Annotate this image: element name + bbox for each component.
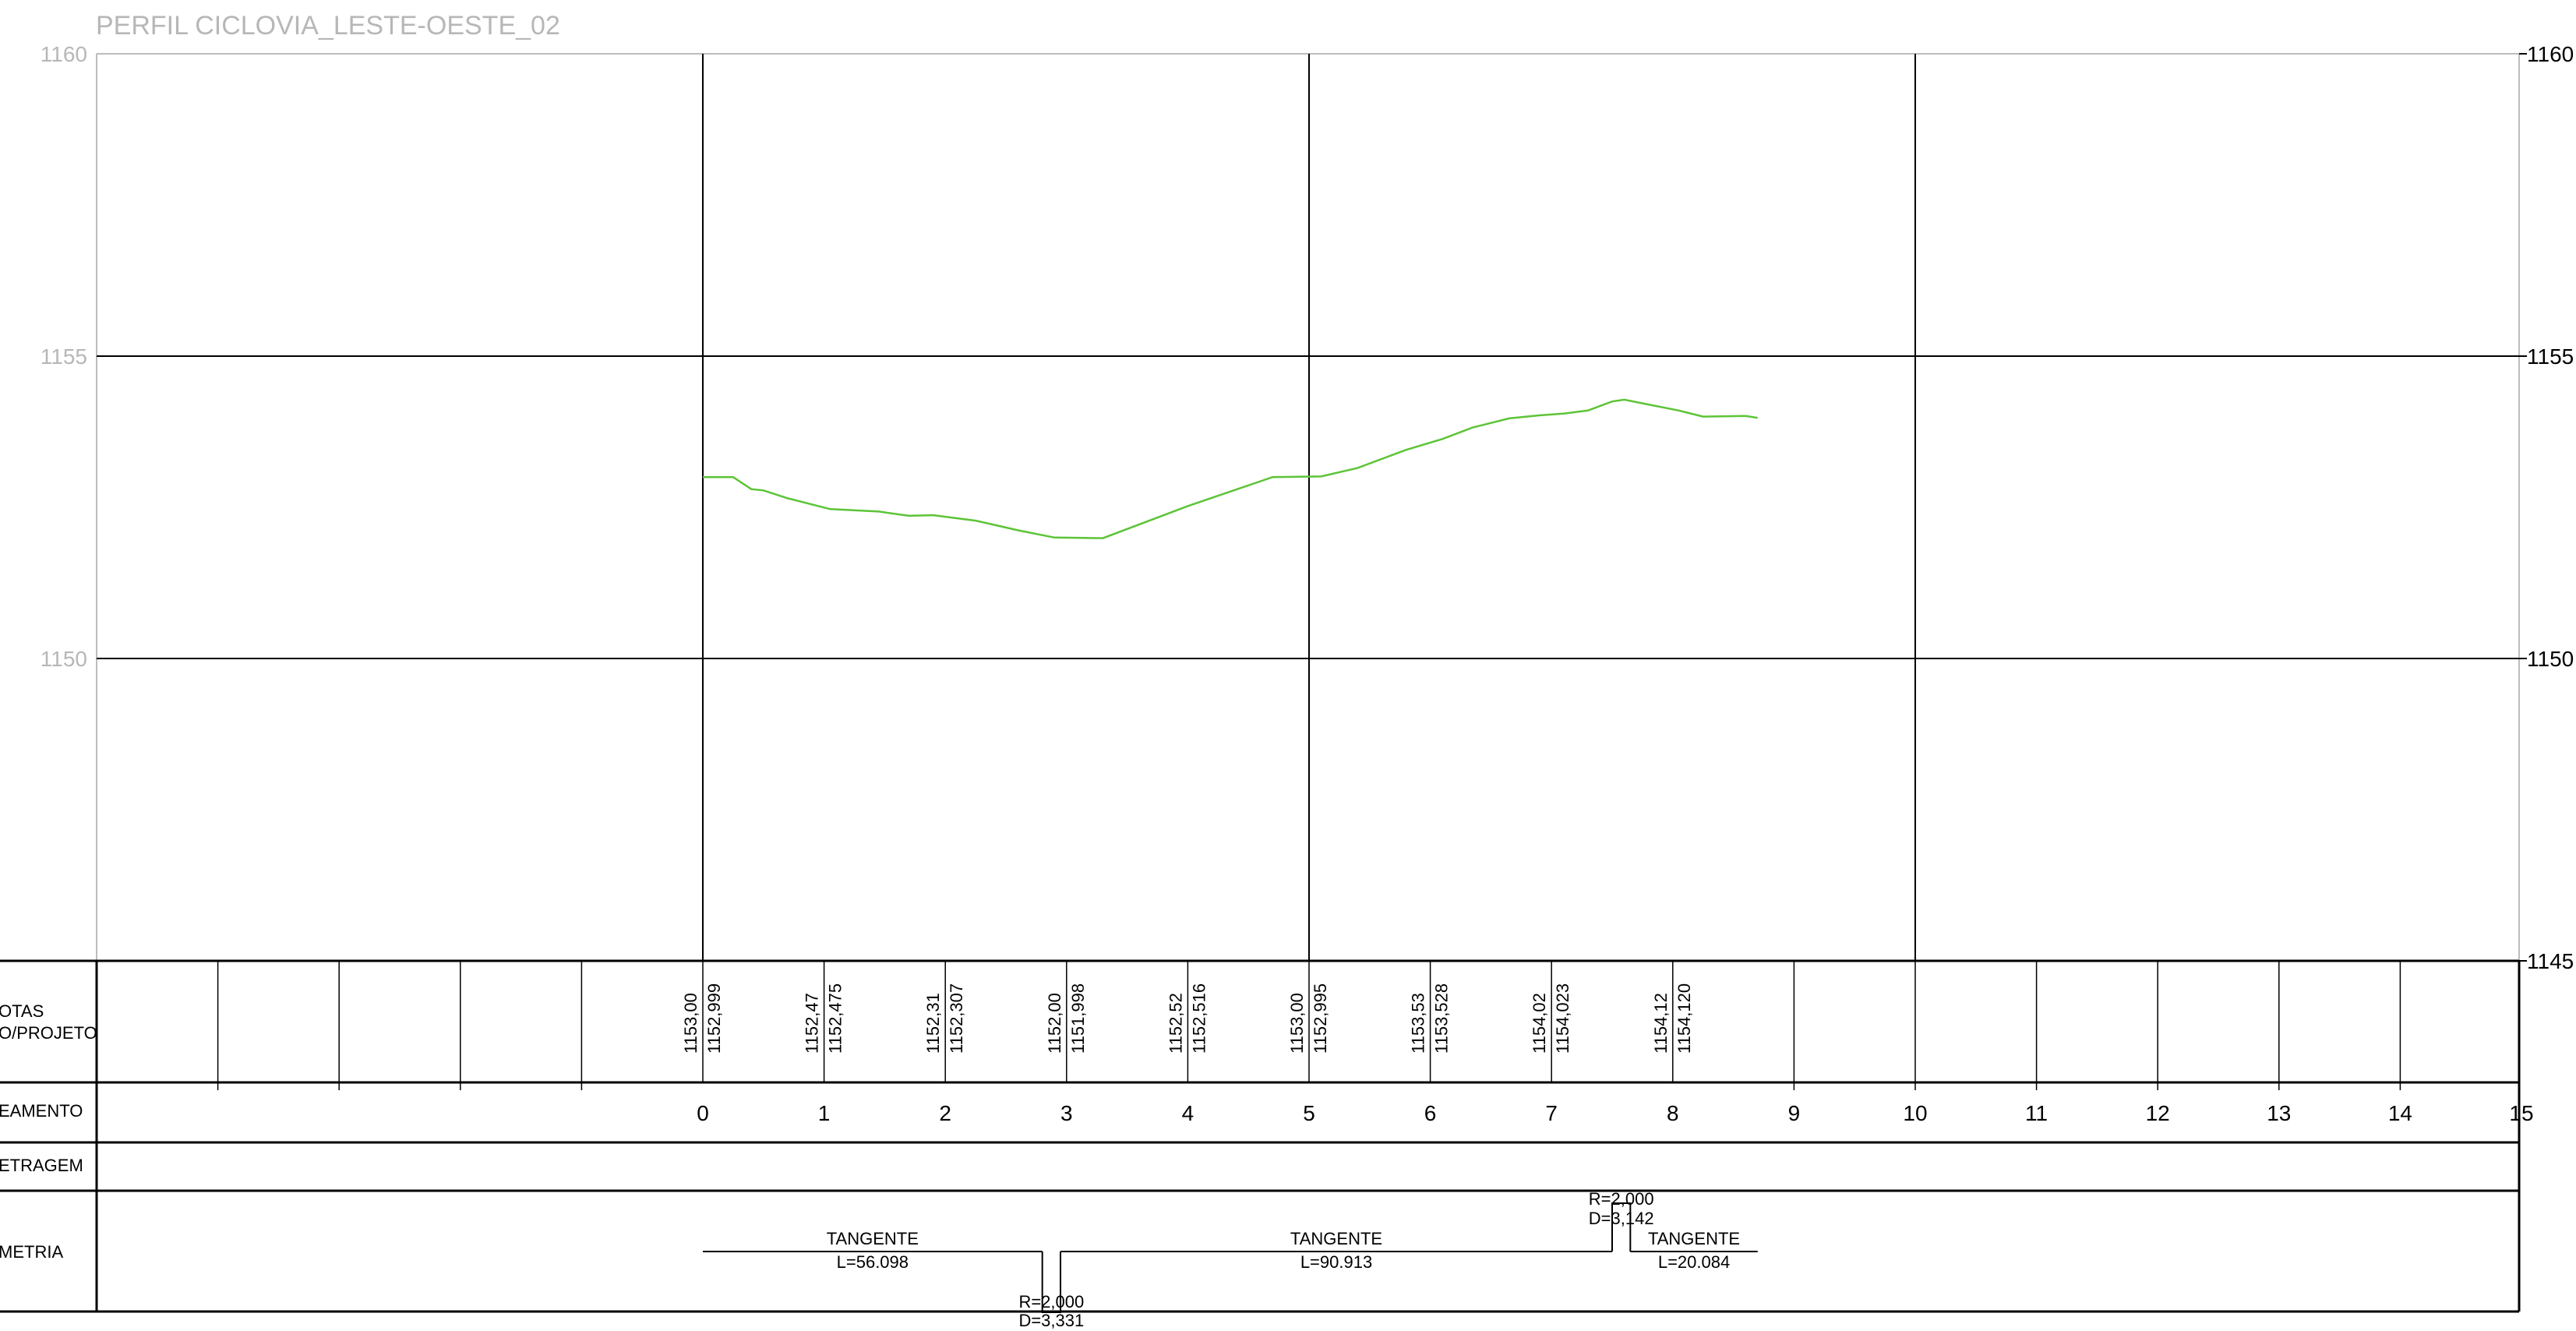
cota-terreno-value: 1152,47 — [803, 993, 822, 1054]
tangent-length: L=20.084 — [1658, 1252, 1730, 1272]
station-label: 9 — [1788, 1101, 1801, 1125]
cotas-row-sublabel: O/PROJETO — [0, 1023, 97, 1043]
cota-projeto-value: 1152,995 — [1311, 983, 1330, 1054]
station-label: 15 — [2509, 1101, 2533, 1125]
profile-line-0 — [703, 398, 1758, 539]
cota-projeto-value: 1152,307 — [947, 983, 966, 1054]
tangent-label: TANGENTE — [1290, 1229, 1382, 1248]
cota-terreno-value: 1154,02 — [1530, 993, 1549, 1054]
right-tick-label: 1150 — [2527, 647, 2574, 671]
station-label: 2 — [939, 1101, 951, 1125]
left-tick-label: 1155 — [41, 344, 87, 369]
station-label: 10 — [1903, 1101, 1927, 1125]
metragem-row-label: ETRAGEM — [0, 1156, 83, 1175]
cota-terreno-value: 1152,00 — [1045, 993, 1064, 1054]
cota-terreno-value: 1152,31 — [923, 993, 943, 1054]
station-row: 0 1 2 3 4 5 6 7 8 9 10 11 12 13 14 15 — [697, 1101, 2533, 1125]
station-label: 11 — [2025, 1101, 2048, 1125]
curve-development: D=3,331 — [1018, 1311, 1084, 1330]
cota-projeto-value: 1152,999 — [704, 983, 724, 1054]
cota-projeto-value: 1151,998 — [1068, 983, 1088, 1054]
drawing-title: PERFIL CICLOVIA_LESTE-OESTE_02 — [96, 11, 560, 41]
station-label: 1 — [818, 1101, 831, 1125]
station-label: 14 — [2388, 1101, 2412, 1125]
profile-series — [703, 398, 1758, 539]
station-label: 5 — [1303, 1101, 1315, 1125]
cotas-row: 1153,00 1152,999 1152,47 1152,475 1152,31 115… — [217, 961, 2401, 1090]
right-tick-label: 1155 — [2527, 344, 2574, 369]
curve-marker — [1611, 1202, 1632, 1252]
station-label: 12 — [2146, 1101, 2170, 1125]
tangent-label: TANGENTE — [827, 1229, 919, 1248]
left-tick-label: 1160 — [41, 42, 87, 66]
right-tick-label: 1145 — [2527, 949, 2574, 973]
cota-terreno-value: 1153,53 — [1409, 993, 1428, 1054]
tangent-length: L=56.098 — [837, 1252, 909, 1272]
cota-projeto-value: 1154,120 — [1674, 983, 1694, 1054]
major-grid — [97, 53, 2527, 962]
curve-development: D=3,142 — [1589, 1209, 1654, 1228]
cota-terreno-value: 1152,52 — [1166, 993, 1185, 1054]
cota-projeto-value: 1152,516 — [1189, 983, 1209, 1054]
geometry-row: TANGENTE L=56.098 TANGENTE L=90.913 TANGENTE… — [703, 1189, 1758, 1330]
station-label: 13 — [2267, 1101, 2291, 1125]
cota-terreno-value: 1153,00 — [1287, 993, 1307, 1054]
left-tick-label: 1150 — [41, 647, 87, 671]
station-label: 7 — [1545, 1101, 1558, 1125]
station-label: 8 — [1667, 1101, 1679, 1125]
station-label: 4 — [1182, 1101, 1194, 1125]
cota-terreno-value: 1153,00 — [681, 993, 700, 1054]
right-tick-label: 1160 — [2527, 42, 2574, 66]
data-table — [0, 959, 2521, 1313]
cota-terreno-value: 1154,12 — [1651, 993, 1671, 1054]
station-label: 6 — [1424, 1101, 1437, 1125]
geometria-row-label: METRIA — [0, 1242, 63, 1262]
station-label: 3 — [1060, 1101, 1073, 1125]
curve-marker — [1041, 1252, 1062, 1313]
estaqueamento-row-label: EAMENTO — [0, 1101, 83, 1121]
cota-projeto-value: 1153,528 — [1432, 983, 1452, 1054]
cotas-row-label: OTAS — [0, 1001, 44, 1021]
curve-radius: R=2,000 — [1589, 1189, 1654, 1209]
station-label: 0 — [697, 1101, 709, 1125]
tangent-length: L=90.913 — [1300, 1252, 1372, 1272]
cota-projeto-value: 1154,023 — [1553, 983, 1572, 1054]
tangent-label: TANGENTE — [1648, 1229, 1740, 1248]
cota-projeto-value: 1152,475 — [826, 983, 845, 1054]
elevation-tick-labels: 1160 1155 1150 1160 1155 1150 1145 — [41, 42, 2574, 973]
row-labels: OTAS O/PROJETO EAMENTO ETRAGEM METRIA — [0, 1001, 97, 1262]
curve-radius: R=2,000 — [1018, 1292, 1084, 1312]
frame-lines — [96, 53, 2520, 961]
